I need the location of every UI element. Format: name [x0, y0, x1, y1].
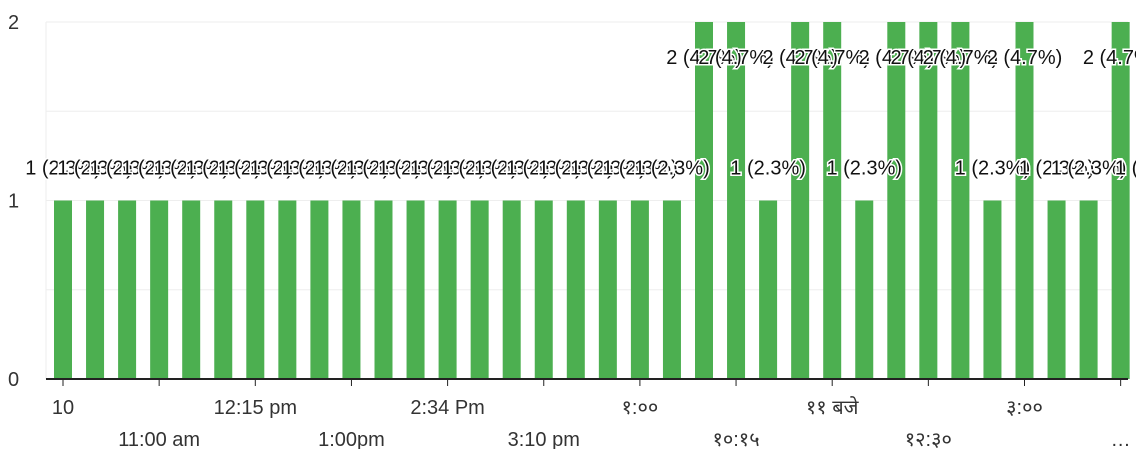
data-label: 2 (4.7%) — [891, 47, 967, 69]
x-tick-label: 12:15 pm — [214, 397, 297, 419]
bar — [727, 22, 746, 379]
data-label: 1 (2.3%) — [506, 158, 582, 180]
bar — [1079, 200, 1098, 379]
bar — [566, 200, 585, 379]
bar — [823, 22, 842, 379]
data-label: 1 (2.3%) — [153, 158, 229, 180]
x-tick-label: १:०० — [622, 397, 659, 419]
bar — [342, 200, 361, 379]
data-label: 1 (2.3%) — [410, 158, 486, 180]
data-label: 2 (4.7%) — [923, 47, 999, 69]
bar — [150, 200, 169, 379]
axes: 0 1 2 10 11:00 am 12:15 pm 1:00pm 2:34 Pm 3:10 p… — [8, 12, 1131, 451]
y-tick-label: 1 — [8, 191, 19, 213]
y-tick-label: 0 — [8, 369, 19, 391]
data-label: 1 (2.3%) — [185, 158, 261, 180]
data-label: 1 (2.3%) — [1115, 158, 1136, 180]
x-tick-label: 11:00 am — [118, 429, 200, 449]
bar — [118, 200, 137, 379]
bar — [406, 200, 425, 379]
bar — [887, 22, 906, 379]
bar — [919, 22, 938, 379]
data-label: 1 (2.3%) — [346, 158, 422, 180]
bar — [310, 200, 329, 379]
x-tick-label: 1:00pm — [318, 429, 385, 449]
bar — [278, 200, 297, 379]
bar — [983, 200, 1002, 379]
bar — [470, 200, 489, 379]
data-label: 1 (2.3%) — [250, 158, 326, 180]
data-label: 2 (4.7%) — [794, 47, 870, 69]
data-label: 1 (2.3%) — [378, 158, 454, 180]
data-label: 1 (2.3%) — [570, 158, 646, 180]
data-label: 2 (4.7%) — [762, 47, 838, 69]
data-label: 1 (2.3%) — [474, 158, 550, 180]
bar — [662, 200, 681, 379]
bars — [54, 22, 1130, 379]
data-label: 1 (2.3%) — [218, 158, 294, 180]
data-label: 1 (2.3%) — [955, 158, 1031, 180]
bar — [502, 200, 521, 379]
data-labels: 1 (2.3%)1 (2.3%)1 (2.3%)1 (2.3%)1 (2.3%)… — [24, 46, 1136, 182]
data-label: 1 (2.3%) — [25, 158, 101, 180]
x-tick-label: … — [1111, 429, 1131, 449]
data-label: 1 (2.3%) — [730, 158, 806, 180]
bar — [598, 200, 617, 379]
data-label: 1 (2.3%) — [538, 158, 614, 180]
bar — [1047, 200, 1066, 379]
data-label: 1 (2.3%) — [1051, 158, 1127, 180]
data-label: 2 (4.7%) — [666, 47, 742, 69]
x-tick-label: ११ बजे — [806, 396, 860, 419]
data-label: 1 (2.3%) — [634, 158, 710, 180]
x-tick-label: 3:10 pm — [508, 429, 580, 449]
bar — [182, 200, 201, 379]
bar — [534, 200, 553, 379]
x-tick-label: ३:०० — [1006, 397, 1043, 419]
data-label: 2 (4.7%) — [1083, 47, 1136, 69]
data-label: 1 (2.3%) — [1019, 158, 1095, 180]
data-label: 1 (2.3%) — [57, 158, 133, 180]
data-label: 2 (4.7%) — [698, 47, 774, 69]
bar — [791, 22, 810, 379]
bar — [630, 200, 649, 379]
data-label: 2 (4.7%) — [987, 47, 1063, 69]
data-label: 1 (2.3%) — [89, 158, 165, 180]
bar — [54, 200, 72, 379]
bar — [86, 200, 105, 379]
data-label: 1 (2.3%) — [442, 158, 518, 180]
bar — [855, 200, 874, 379]
y-tick-label: 2 — [8, 12, 19, 34]
bar — [759, 200, 778, 379]
bar — [695, 22, 713, 379]
data-label: 1 (2.3%) — [314, 158, 390, 180]
bar — [951, 22, 970, 379]
bar — [374, 200, 393, 379]
x-tick-label: 2:34 Pm — [410, 397, 484, 419]
bar — [214, 200, 233, 379]
bar — [246, 200, 265, 379]
data-label: 1 (2.3%) — [282, 158, 358, 180]
x-tick-label: १०:१५ — [712, 429, 759, 449]
bar — [1015, 22, 1034, 379]
data-label: 1 (2.3%) — [826, 158, 902, 180]
data-label: 1 (2.3%) — [602, 158, 678, 180]
data-label: 2 (4.7%) — [859, 47, 935, 69]
data-label: 1 (2.3%) — [121, 158, 197, 180]
x-tick-label: १२:३० — [905, 429, 952, 449]
bar — [1111, 22, 1130, 379]
x-tick-label: 10 — [52, 397, 74, 419]
bar — [438, 200, 457, 379]
